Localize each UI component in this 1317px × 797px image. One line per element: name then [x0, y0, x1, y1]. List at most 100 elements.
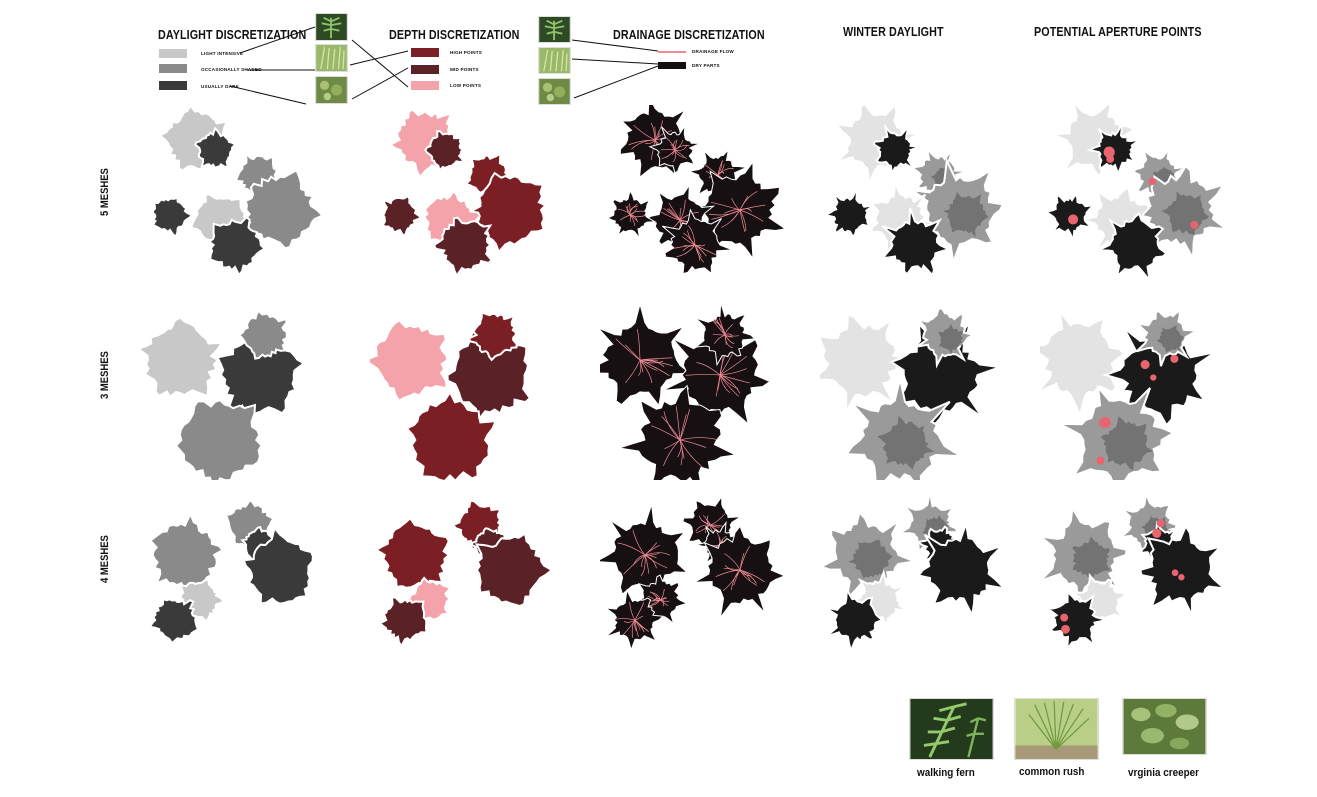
drainage-flow-line: [672, 140, 676, 151]
drainage-flow-line: [617, 542, 646, 556]
row-label-5-meshes: 5 MESHES: [99, 168, 111, 216]
plant-caption-walking-fern: walking fern: [917, 767, 975, 779]
mesh-region: [1138, 524, 1228, 617]
drainage-flow-line: [708, 209, 741, 216]
creeper-photo: [1122, 698, 1207, 755]
mesh-region: [432, 216, 494, 278]
drainage-flow-line: [633, 125, 656, 141]
header-depth-discretization: DEPTH DISCRETIZATION: [389, 28, 520, 42]
mesh-region: [148, 597, 200, 645]
legend-swatch-low: [411, 81, 439, 90]
mesh-region: [381, 194, 424, 236]
drainage-flow-line: [651, 425, 681, 441]
mesh-region: [243, 168, 325, 250]
daylight-mesh-diagram-row-1: [151, 105, 325, 277]
legend-label-drainage-flow: DRAINAGE FLOW: [692, 49, 734, 54]
mesh-region: [424, 130, 465, 173]
drainage-flow-line: [641, 554, 646, 568]
drainage-flow-line: [719, 368, 747, 376]
rush-photo: [1014, 698, 1099, 760]
drainage-flow-line: [724, 334, 733, 338]
drainage-flow-line: [739, 545, 751, 571]
drainage-flow-line: [664, 439, 681, 450]
mesh-region: [619, 105, 699, 179]
legend-swatch-dry: [658, 62, 686, 69]
mesh-region: [661, 208, 733, 275]
drainage-flow-line: [629, 206, 638, 216]
drainage-flow-line: [640, 554, 646, 577]
drainage-flow-line: [624, 344, 641, 361]
drainage-flow-line: [696, 362, 721, 376]
legend-swatch-high: [411, 48, 439, 57]
aperture-point: [1190, 220, 1199, 229]
drainage-flow-line: [663, 411, 681, 441]
mesh-region: [872, 123, 921, 177]
drainage-flow-line: [739, 209, 746, 232]
drainage-flow-line: [629, 602, 636, 621]
mesh-region: [140, 316, 224, 399]
mesh-region: [916, 523, 1008, 619]
winter-daylight-mesh-diagram-row-1: [821, 105, 1005, 278]
aperture-mesh-diagram-row-3: [1040, 495, 1228, 653]
aperture-point: [1061, 624, 1070, 634]
drainage-flow-line: [698, 515, 711, 526]
mesh-region: [151, 195, 194, 239]
drainage-flow-line: [724, 553, 741, 571]
aperture-point: [1171, 569, 1179, 577]
drainage-flow-line: [724, 333, 733, 336]
mesh-region: [821, 187, 875, 239]
aperture-mesh-diagram-row-1: [1043, 105, 1230, 285]
drainage-flow-line: [719, 374, 739, 390]
daylight-mesh-diagram-row-3: [148, 498, 314, 645]
mesh-region: [820, 313, 916, 413]
drainage-flow-line: [704, 164, 719, 176]
drainage-flow-line: [659, 597, 668, 601]
mesh-region: [1040, 307, 1126, 419]
aperture-point: [1068, 214, 1079, 225]
legend-thumb-rush-1: [315, 44, 348, 72]
aperture-point: [1098, 418, 1108, 428]
drainage-flow-line: [682, 244, 696, 252]
shade-gradient: [848, 539, 893, 579]
drainage-flow-line: [639, 359, 664, 364]
drainage-flow-line: [634, 602, 644, 621]
drainage-flow-line: [739, 569, 751, 581]
drainage-flow-line: [713, 318, 726, 336]
shade-gradient: [943, 192, 989, 238]
mesh-region: [237, 309, 288, 360]
mesh-region: [824, 586, 885, 654]
drainage-flow-line: [714, 334, 726, 344]
drainage-flow-line: [631, 619, 636, 638]
plant-caption-common-rush: common rush: [1019, 766, 1085, 778]
drainage-flow-line: [674, 139, 678, 151]
drainage-flow-line: [739, 204, 766, 211]
drainage-flow-line: [644, 554, 668, 569]
drainage-flow-line: [674, 144, 688, 151]
legend-label-light: LIGHT INTENSIVE: [201, 51, 244, 56]
drainage-flow-line: [659, 210, 681, 221]
drainage-flow-line: [651, 592, 661, 601]
mesh-region: [207, 215, 267, 277]
depth-mesh-diagram-row-3: [374, 499, 554, 648]
drainage-flow-line: [739, 569, 757, 584]
drainage-flow-line: [637, 329, 641, 361]
drainage-flow-line: [731, 209, 741, 222]
aperture-mesh-diagram-row-2: [1040, 307, 1216, 480]
drainage-mesh-diagram-row-1: [607, 105, 787, 275]
drainage-flow-line: [634, 619, 641, 631]
mesh-region: [370, 319, 449, 403]
shade-gradient: [1072, 536, 1111, 580]
drainage-flow-line: [674, 139, 684, 151]
drainage-flow-line: [739, 553, 745, 571]
header-drainage-discretization: DRAINAGE DISCRETIZATION: [613, 28, 765, 42]
drainage-flow-line: [679, 414, 687, 441]
drainage-flow-line: [694, 244, 706, 247]
mesh-region: [467, 310, 518, 362]
drainage-flow-line: [639, 359, 653, 384]
drainage-flow-line: [717, 168, 734, 176]
legend-thumb-creeper-1: [315, 76, 348, 104]
drainage-flow-line: [644, 544, 660, 556]
mesh-region: [694, 525, 786, 618]
drainage-flow-line: [626, 205, 631, 216]
